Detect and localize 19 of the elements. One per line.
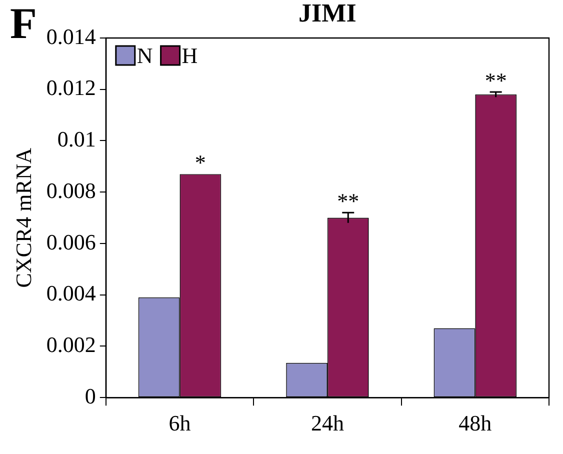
annotation: ** (337, 188, 360, 214)
y-tick-label: 0.002 (46, 332, 96, 358)
y-tick-label: 0.01 (57, 126, 96, 152)
y-tick-label: 0.006 (46, 229, 96, 254)
y-tick-label: 0.014 (46, 24, 96, 49)
annotation: * (194, 150, 206, 176)
x-tick-label: 24h (310, 410, 344, 436)
y-tick-label: 0.008 (46, 178, 96, 203)
legend-label: N (136, 42, 153, 68)
text: F (10, 0, 37, 49)
chart-title: JIMI (298, 0, 356, 28)
y-tick-label: 0.004 (46, 280, 96, 306)
y-axis-title: CXCR4 mRNA (10, 148, 36, 288)
legend-label: H (182, 42, 198, 68)
x-tick-label: 6h (168, 410, 191, 436)
y-tick-label: 0.012 (46, 75, 96, 100)
annotation: ** (484, 68, 507, 93)
x-tick-label: 48h (458, 410, 492, 436)
y-tick-label: 0 (84, 383, 96, 408)
